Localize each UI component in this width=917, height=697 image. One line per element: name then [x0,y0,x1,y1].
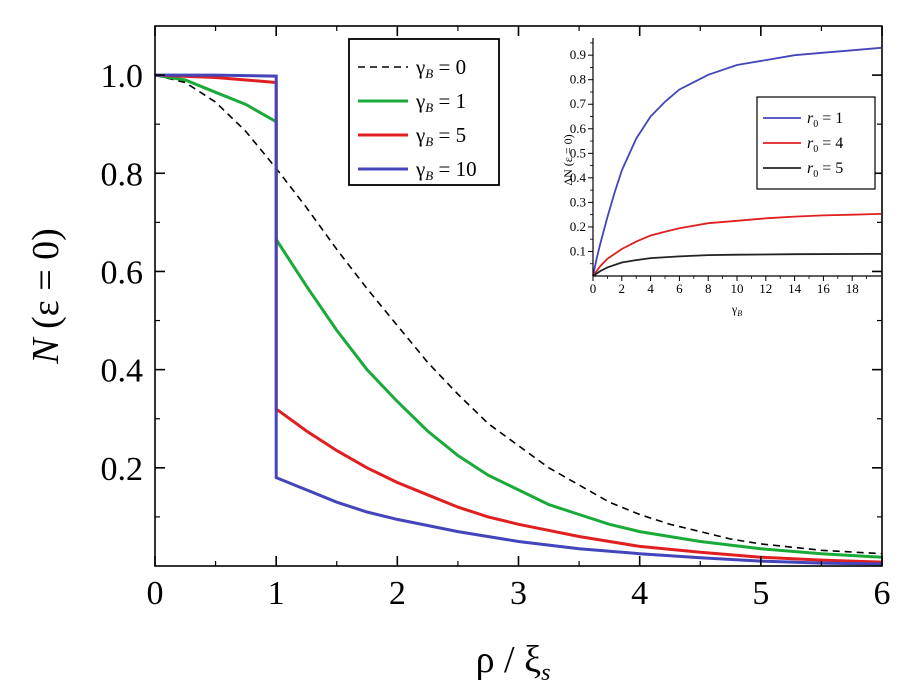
inset-x-tick-label: 8 [705,281,712,296]
inset-x-tick-label: 18 [846,281,859,296]
main-legend-label-3: γB = 10 [415,157,477,183]
main-y-tick-label: 1.0 [101,58,144,95]
inset-legend-label-1: r0 = 4 [807,135,843,155]
main-y-tick-label: 0.2 [101,451,144,488]
main-x-tick-label: 5 [752,575,769,612]
main-legend-label-0: γB = 0 [415,55,466,81]
main-chart: 0 1 2 3 4 5 60.20.40.60.81.0 N (ε = 0) ρ / ξs … [25,25,891,686]
main-y-axis-label: N (ε = 0) [25,228,67,365]
main-legend-box [348,38,500,186]
main-x-tick-label: 4 [631,575,648,612]
main-x-axis-label-sub: s [541,660,550,686]
inset-x-axis-label-main: γ [731,302,738,316]
inset-y-tick-label: 0.2 [570,219,586,234]
inset-y-tick-label: 0.6 [570,121,587,136]
inset-y-tick-label: 0.3 [570,194,586,209]
main-legend-label-2: γB = 5 [415,123,466,149]
inset-series-line-2 [592,253,882,277]
main-series-group [154,73,883,566]
main-legend-label-1: γB = 1 [415,89,466,115]
inset-legend-label-0: r0 = 1 [807,110,843,130]
inset-y-tick-label: 0.4 [570,170,587,185]
main-y-tick-label: 0.4 [101,353,144,390]
inset-y-tick-label: 0.1 [570,243,586,258]
main-x-tick-label: 2 [389,575,406,612]
inset-series-line-0 [592,46,882,277]
inset-x-tick-label: 14 [788,281,802,296]
inset-x-tick-label: 0 [590,281,597,296]
inset-y-tick-label: 0.8 [570,72,586,87]
main-x-tick-label: 1 [268,575,285,612]
inset-ticks-group: 0 2 4 6 8 10 12 14 16 18 0.1 0.2 0.3 0.4 0.5 0.6 0.7 0.8 0… [570,38,881,296]
inset-chart: 0 2 4 6 8 10 12 14 16 18 0.1 0.2 0.3 0.4 0.5 0.6 0.7 0.8 0… [561,38,882,318]
main-series-line-1 [154,73,883,559]
inset-y-tick-label: 0.5 [570,145,586,160]
main-y-axis-label-var: N [25,336,67,365]
main-y-tick-label: 0.8 [101,156,144,193]
main-x-axis-label-main: ρ / ξ [476,639,542,681]
main-ticks-group: 0 1 2 3 4 5 60.20.40.60.81.0 [101,26,891,612]
main-legend: γB = 0 γB = 1 γB = 5 γB = 10 [348,38,500,186]
inset-y-tick-label: 0.7 [570,96,587,111]
main-series-line-3 [155,73,883,566]
inset-x-tick-label: 6 [676,281,683,296]
inset-x-tick-label: 10 [731,281,744,296]
inset-x-tick-label: 2 [619,281,626,296]
inset-x-tick-label: 16 [817,281,831,296]
main-x-axis-label: ρ / ξs [476,639,551,686]
inset-y-axis-label: ΔN (ε = 0) [561,134,575,185]
main-x-tick-label: 6 [874,575,891,612]
main-y-axis-label-rest: (ε = 0) [25,228,67,338]
main-x-tick-label: 3 [510,575,527,612]
inset-y-tick-label: 0.9 [570,47,586,62]
inset-x-tick-label: 12 [759,281,772,296]
inset-series-line-1 [592,213,882,277]
main-y-tick-label: 0.6 [101,254,144,291]
inset-legend-label-2: r0 = 5 [807,160,843,180]
inset-x-axis-label: γB [731,302,742,318]
inset-x-tick-label: 4 [647,281,654,296]
inset-x-axis-label-sub: B [737,309,742,318]
main-x-tick-label: 0 [147,575,164,612]
inset-series-group [592,46,882,277]
inset-legend: r0 = 1 r0 = 4 r0 = 5 [756,96,876,190]
